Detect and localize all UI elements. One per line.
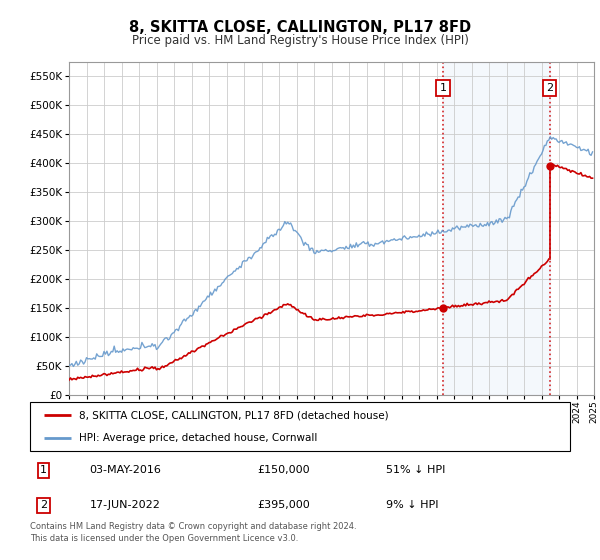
Text: 8, SKITTA CLOSE, CALLINGTON, PL17 8FD: 8, SKITTA CLOSE, CALLINGTON, PL17 8FD bbox=[129, 20, 471, 35]
Text: Contains HM Land Registry data © Crown copyright and database right 2024.
This d: Contains HM Land Registry data © Crown c… bbox=[30, 522, 356, 543]
Text: 03-MAY-2016: 03-MAY-2016 bbox=[89, 465, 161, 475]
Text: 9% ↓ HPI: 9% ↓ HPI bbox=[386, 500, 439, 510]
FancyBboxPatch shape bbox=[30, 402, 570, 451]
Text: 8, SKITTA CLOSE, CALLINGTON, PL17 8FD (detached house): 8, SKITTA CLOSE, CALLINGTON, PL17 8FD (d… bbox=[79, 410, 388, 421]
Text: 51% ↓ HPI: 51% ↓ HPI bbox=[386, 465, 446, 475]
Bar bbox=[443, 62, 550, 395]
Text: 1: 1 bbox=[439, 83, 446, 92]
Text: 1: 1 bbox=[40, 465, 47, 475]
Text: Price paid vs. HM Land Registry's House Price Index (HPI): Price paid vs. HM Land Registry's House … bbox=[131, 34, 469, 46]
Text: 17-JUN-2022: 17-JUN-2022 bbox=[89, 500, 160, 510]
Text: HPI: Average price, detached house, Cornwall: HPI: Average price, detached house, Corn… bbox=[79, 433, 317, 444]
Text: £150,000: £150,000 bbox=[257, 465, 310, 475]
Text: £395,000: £395,000 bbox=[257, 500, 310, 510]
Text: 2: 2 bbox=[546, 83, 553, 92]
Text: 2: 2 bbox=[40, 500, 47, 510]
